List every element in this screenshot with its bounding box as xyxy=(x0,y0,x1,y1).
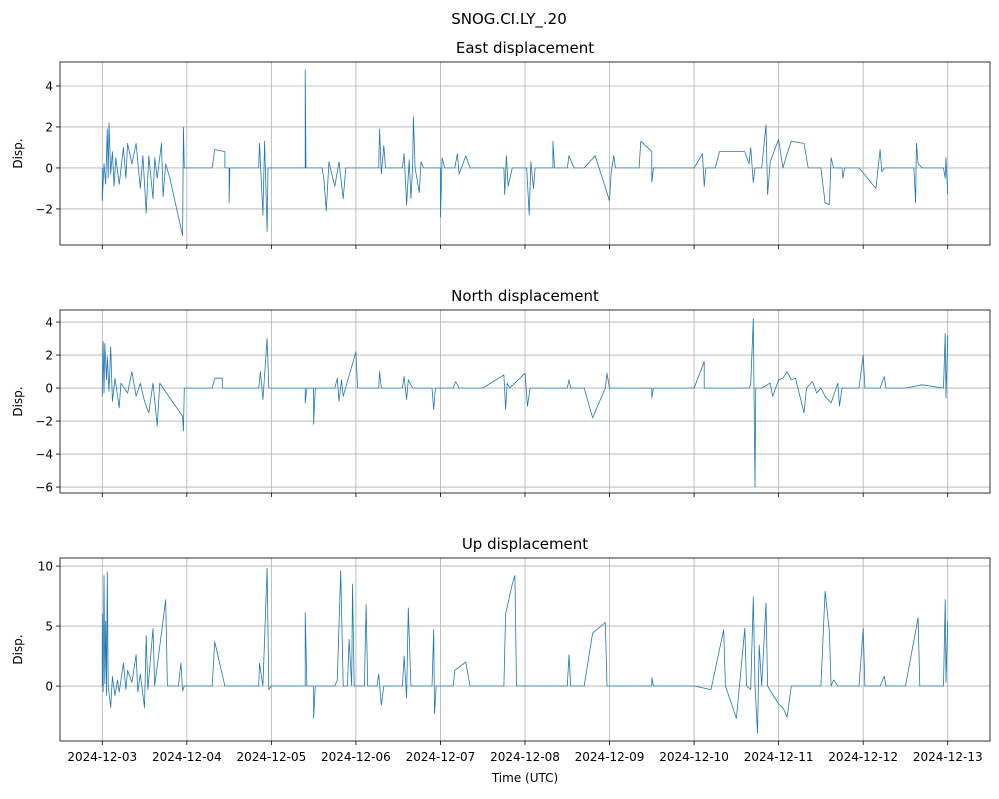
y-tick-label: 10 xyxy=(38,560,53,574)
y-tick-label: −2 xyxy=(35,415,53,429)
y-tick-label: 2 xyxy=(45,349,53,363)
x-tick-label: 2024-12-12 xyxy=(828,750,898,764)
x-tick-label: 2024-12-08 xyxy=(490,750,560,764)
y-tick-label: 5 xyxy=(45,620,53,634)
x-axis-label: Time (UTC) xyxy=(491,771,558,785)
subplot-title: North displacement xyxy=(451,287,599,305)
y-tick-label: 4 xyxy=(45,79,53,93)
x-tick-label: 2024-12-05 xyxy=(236,750,306,764)
axes-frame xyxy=(59,309,991,494)
series-line xyxy=(101,69,949,236)
y-tick-label: 0 xyxy=(45,161,53,175)
subplot-north: 4 2 0 −2 −4 −6 North displacement Disp. xyxy=(11,287,991,497)
y-axis-label: Disp. xyxy=(11,386,25,416)
y-axis-label: Disp. xyxy=(11,138,25,168)
x-tick-label: 2024-12-06 xyxy=(321,750,391,764)
x-tick-label: 2024-12-13 xyxy=(913,750,983,764)
y-tick-label: −6 xyxy=(35,481,53,495)
x-tick-label: 2024-12-03 xyxy=(67,750,137,764)
axes-frame xyxy=(59,557,991,742)
x-tick-label: 2024-12-04 xyxy=(152,750,222,764)
x-tick-label: 2024-12-09 xyxy=(575,750,645,764)
axes-frame xyxy=(59,61,991,246)
x-tick-label: 2024-12-11 xyxy=(744,750,814,764)
y-tick-label: 2 xyxy=(45,120,53,134)
series-line xyxy=(101,318,949,488)
figure-title: SNOG.CI.LY_.20 xyxy=(451,10,567,29)
x-tick-label: 2024-12-07 xyxy=(406,750,476,764)
subplot-title: East displacement xyxy=(456,39,594,57)
subplot-east: 4 2 0 −2 East displacement Disp. xyxy=(11,39,991,249)
y-tick-label: 4 xyxy=(45,316,53,330)
y-tick-label: −4 xyxy=(35,448,53,462)
subplot-title: Up displacement xyxy=(462,535,588,553)
y-tick-label: 0 xyxy=(45,680,53,694)
y-tick-label: −2 xyxy=(35,202,53,216)
y-axis-label: Disp. xyxy=(11,634,25,664)
subplot-up: 10 5 0 Up displacement Disp. 2024-12-03 2024-1… xyxy=(11,535,991,764)
y-tick-label: 0 xyxy=(45,382,53,396)
series-line xyxy=(101,568,949,734)
x-tick-label: 2024-12-10 xyxy=(659,750,729,764)
